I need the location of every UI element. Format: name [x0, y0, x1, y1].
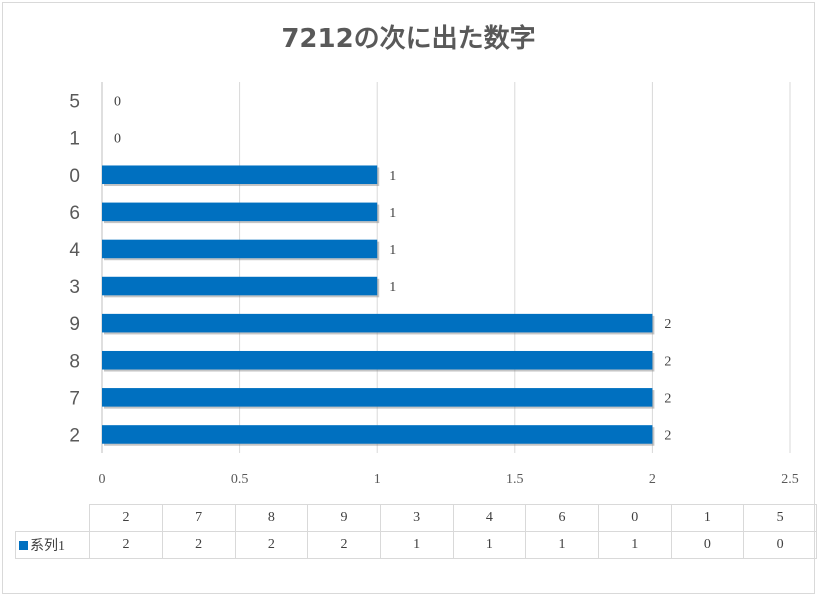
category-label: 0 — [69, 166, 80, 187]
data-label: 1 — [389, 280, 396, 295]
data-label: 0 — [114, 95, 121, 110]
data-table-category-cell: 3 — [379, 504, 454, 532]
data-table-value-cell: 2 — [307, 531, 381, 559]
data-label: 2 — [664, 391, 671, 406]
category-label: 3 — [69, 277, 80, 298]
data-table-value-cell: 2 — [89, 531, 163, 559]
x-tick-label: 2 — [649, 472, 656, 487]
category-label: 7 — [69, 388, 80, 409]
data-table-category-cell: 8 — [234, 504, 309, 532]
data-table-value-cell: 2 — [234, 531, 309, 559]
data-label: 2 — [664, 354, 671, 369]
data-table-corner — [15, 504, 91, 532]
data-table-category-cell: 7 — [161, 504, 236, 532]
category-label: 5 — [69, 92, 80, 113]
bar — [102, 313, 653, 333]
x-tick-label: 2.5 — [781, 472, 799, 487]
chart-title: 7212の次に出た数字 — [281, 24, 536, 54]
category-label: 6 — [69, 203, 80, 224]
data-table-category-cell: 5 — [743, 504, 817, 532]
category-label: 2 — [69, 425, 80, 446]
data-table-value-cell: 0 — [743, 531, 817, 559]
data-label: 1 — [389, 243, 396, 258]
data-table-value-cell: 0 — [670, 531, 745, 559]
x-tick-label: 1.5 — [506, 472, 524, 487]
data-table-category-cell: 2 — [89, 504, 163, 532]
bar — [102, 202, 378, 222]
data-table-category-cell: 0 — [597, 504, 672, 532]
data-table-value-cell: 1 — [597, 531, 672, 559]
data-label: 1 — [389, 206, 396, 221]
bar — [102, 165, 378, 185]
data-label: 2 — [664, 317, 671, 332]
data-table-category-cell: 4 — [452, 504, 527, 532]
data-table-series-name: 系列1 — [30, 539, 65, 554]
category-label: 9 — [69, 314, 80, 335]
category-label: 4 — [69, 240, 80, 261]
data-table-value-cell: 1 — [525, 531, 599, 559]
bar — [102, 388, 653, 407]
x-tick-label: 0.5 — [231, 472, 249, 487]
bar — [102, 425, 653, 444]
data-table-category-cell: 1 — [670, 504, 745, 532]
chart-plot: 0 0.5 1 1.5 2 2.52 27 28 29 23 14 16 10 11 05 0 — [69, 82, 799, 487]
data-table-value-cell: 1 — [452, 531, 527, 559]
x-tick-label: 1 — [374, 472, 381, 487]
data-table-value-cell: 2 — [161, 531, 236, 559]
data-table-category-cell: 9 — [307, 504, 381, 532]
bar — [102, 350, 653, 370]
data-label: 1 — [389, 169, 396, 184]
data-label: 2 — [664, 428, 671, 443]
x-tick-label: 0 — [99, 472, 106, 487]
category-label: 8 — [69, 351, 80, 372]
legend-key — [19, 541, 28, 550]
data-table-value-cell: 1 — [379, 531, 454, 559]
bar — [102, 276, 378, 296]
category-label: 1 — [69, 129, 80, 150]
data-table-category-cell: 6 — [525, 504, 599, 532]
data-label: 0 — [114, 132, 121, 147]
bar — [102, 239, 378, 259]
data-table-series-name-cell: 系列1 — [14, 531, 91, 559]
